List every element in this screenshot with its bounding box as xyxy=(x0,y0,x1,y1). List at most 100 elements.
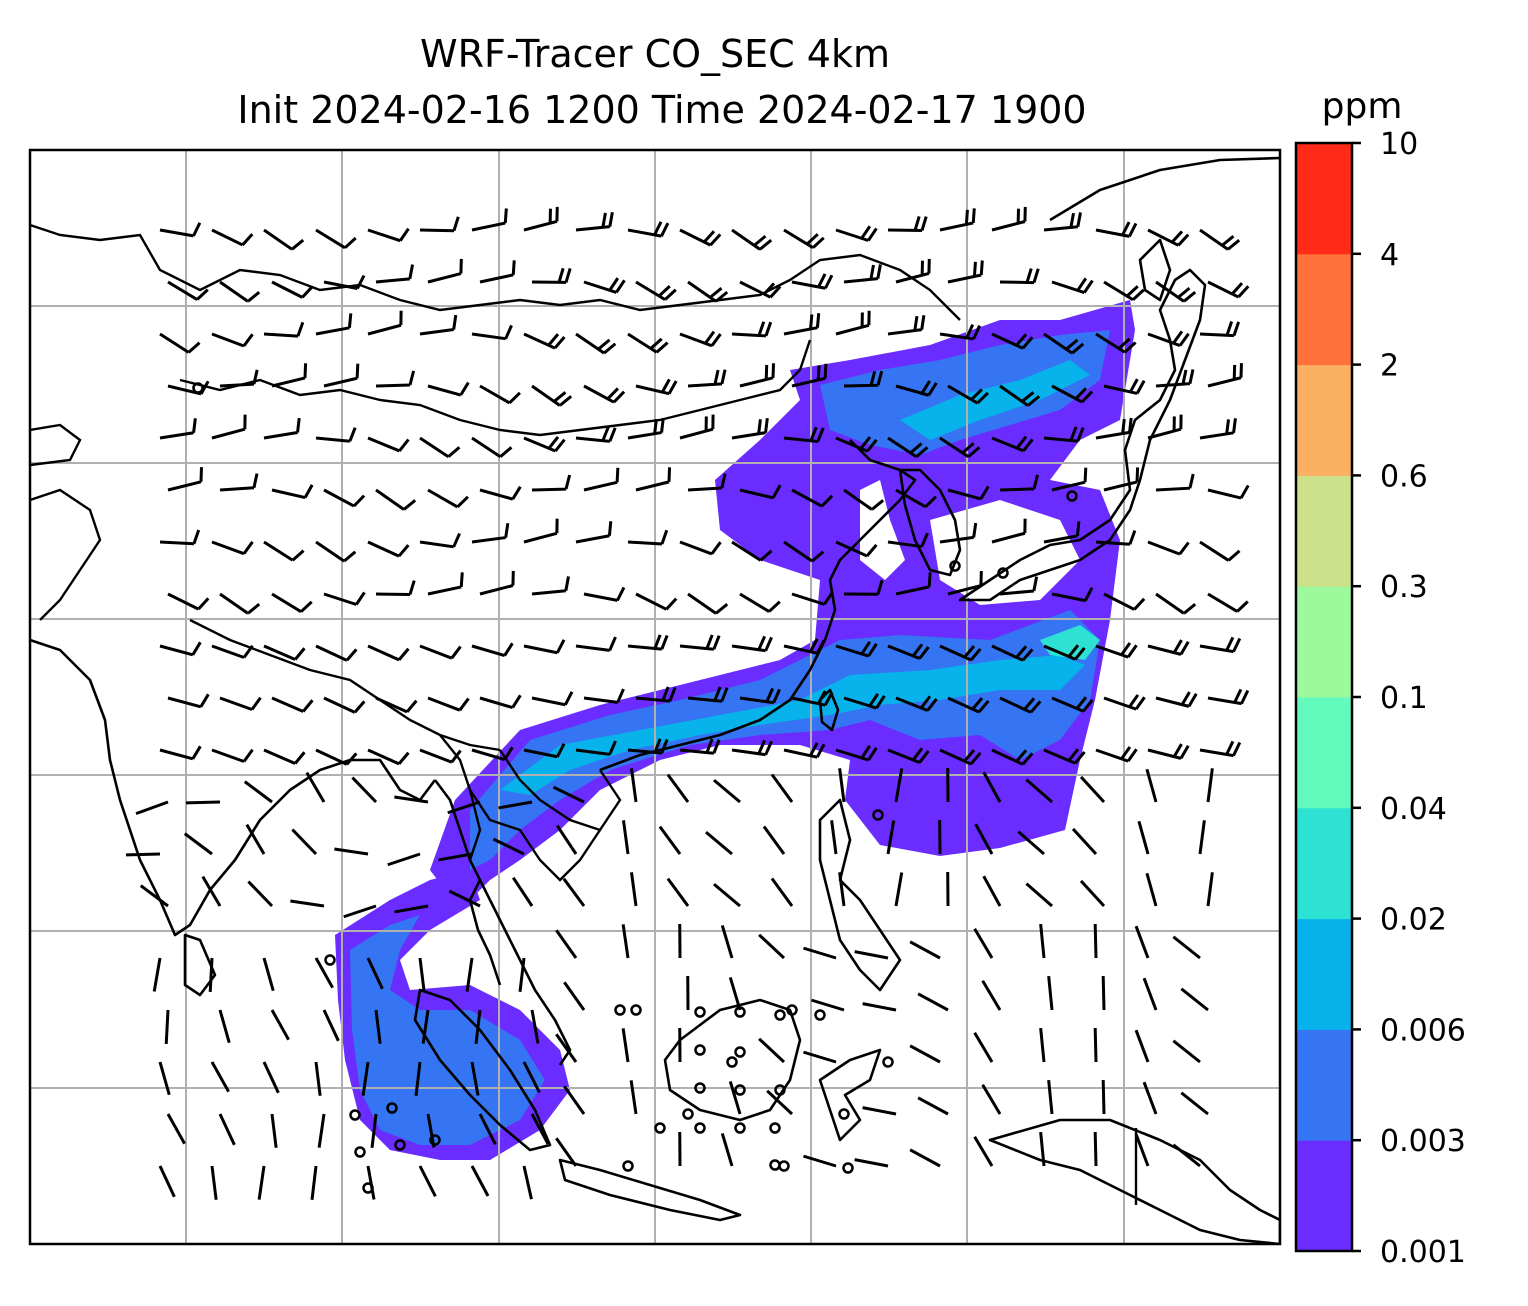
wind-barb-shaft xyxy=(315,427,357,443)
wind-barb-shaft xyxy=(803,946,837,960)
wind-barb xyxy=(1039,1132,1046,1167)
wind-barb-shaft xyxy=(1142,977,1158,1011)
wind-barb-shaft xyxy=(758,1037,786,1064)
wind-barb-shaft xyxy=(791,690,834,707)
colorbar-tick-label: 0.3 xyxy=(1380,570,1428,605)
wind-barb-shaft xyxy=(562,877,586,907)
wind-barb xyxy=(552,785,585,804)
wind-barb xyxy=(1147,414,1183,440)
wind-barb xyxy=(999,474,1039,492)
wind-barb-shaft xyxy=(211,748,254,763)
wind-barb-shaft xyxy=(627,529,669,546)
wind-barb-shaft xyxy=(999,384,1041,407)
wind-barb-shaft xyxy=(361,1061,370,1096)
wind-barb-shaft xyxy=(1147,639,1190,656)
wind-barb-shaft xyxy=(627,634,669,651)
wind-barb xyxy=(159,641,202,657)
wind-barb xyxy=(1207,484,1250,500)
wind-barb-shaft xyxy=(1206,768,1214,803)
wind-barb-shaft xyxy=(1172,1039,1201,1064)
wind-barb-shaft xyxy=(758,933,786,960)
wind-barb xyxy=(1199,540,1241,562)
wind-barb-shaft xyxy=(322,1009,340,1042)
wind-barb xyxy=(263,540,305,562)
calm-wind-marker xyxy=(814,1009,826,1021)
wind-barb xyxy=(1051,277,1094,295)
wind-barb xyxy=(563,981,586,1011)
wind-barb xyxy=(766,1089,794,1116)
calm-wind-marker xyxy=(1066,490,1078,502)
wind-barb-shaft xyxy=(629,1080,638,1115)
wind-barb-shaft xyxy=(314,957,334,989)
wind-barb-shaft xyxy=(575,521,613,544)
wind-barb-shaft xyxy=(739,363,776,388)
wind-barb-shaft xyxy=(159,332,201,354)
wind-barb-shaft xyxy=(843,488,885,511)
wind-barb xyxy=(1207,688,1250,706)
wind-barb-shaft xyxy=(263,540,305,562)
wind-barb xyxy=(334,847,369,856)
wind-barb xyxy=(739,484,782,500)
wind-barb xyxy=(418,1165,437,1197)
wind-barb xyxy=(419,216,460,233)
wind-barb-shaft xyxy=(159,418,197,440)
wind-barb xyxy=(731,635,773,653)
wind-barb-shaft xyxy=(323,696,366,714)
wind-barb xyxy=(687,473,727,492)
wind-barb xyxy=(720,1132,734,1167)
wind-barb-shaft xyxy=(159,529,201,546)
wind-barb-shaft xyxy=(658,825,682,855)
wind-barb xyxy=(263,321,305,338)
wind-barb xyxy=(999,696,1042,714)
wind-barb-shaft xyxy=(343,904,377,919)
wind-barb-shaft xyxy=(739,484,782,500)
wind-barb-shaft xyxy=(523,743,566,759)
wind-barb xyxy=(562,877,586,907)
wind-barb-shaft xyxy=(999,696,1042,714)
wind-barb-shaft xyxy=(939,208,976,232)
wind-barb-shaft xyxy=(167,280,209,301)
wind-barb xyxy=(687,686,729,703)
wind-barb-shaft xyxy=(973,928,994,959)
wind-barb xyxy=(947,485,990,501)
wind-barb xyxy=(783,228,825,249)
wind-barb xyxy=(973,1136,994,1167)
wind-barb-shaft xyxy=(167,693,210,709)
wind-barb xyxy=(427,258,463,284)
wind-barb xyxy=(1093,923,1098,959)
wind-barb xyxy=(531,474,572,492)
wind-barb xyxy=(427,381,470,397)
wind-barb xyxy=(621,1028,630,1063)
wind-barb xyxy=(658,825,682,855)
wind-barb xyxy=(159,222,202,238)
wind-barb-shaft xyxy=(427,488,469,509)
coastlines xyxy=(30,156,1280,1244)
wind-barb-shaft xyxy=(679,634,721,651)
wind-barb-shaft xyxy=(991,206,1027,232)
wind-barb-shaft xyxy=(263,228,305,251)
wind-barb xyxy=(343,904,377,919)
wind-barb-shaft xyxy=(418,1165,437,1197)
plume-korea-japan-0.006 xyxy=(900,360,1090,440)
wind-barb-shaft xyxy=(575,426,617,443)
wind-barb-shaft xyxy=(263,748,306,765)
wind-barb xyxy=(211,748,254,763)
wind-barb-shaft xyxy=(1180,987,1209,1012)
wind-barb xyxy=(679,738,721,755)
wind-barb xyxy=(939,436,981,458)
wind-barb xyxy=(862,1106,897,1116)
wind-barb xyxy=(1155,592,1197,615)
wind-barb-shaft xyxy=(783,313,821,336)
wind-barb-shaft xyxy=(419,436,461,458)
wind-barb-shaft xyxy=(791,273,834,290)
wind-barb-shaft xyxy=(1093,1027,1098,1063)
wind-barb xyxy=(471,324,513,341)
wind-barb xyxy=(1142,1081,1158,1115)
wind-barb-shaft xyxy=(731,418,769,440)
wind-barb xyxy=(1155,473,1195,492)
calm-wind-marker xyxy=(726,1056,738,1068)
wind-barb xyxy=(739,280,782,299)
wind-barb xyxy=(1095,332,1137,354)
calm-wind-marker xyxy=(949,560,961,572)
colorbar-tick-label: 0.006 xyxy=(1380,1013,1466,1048)
